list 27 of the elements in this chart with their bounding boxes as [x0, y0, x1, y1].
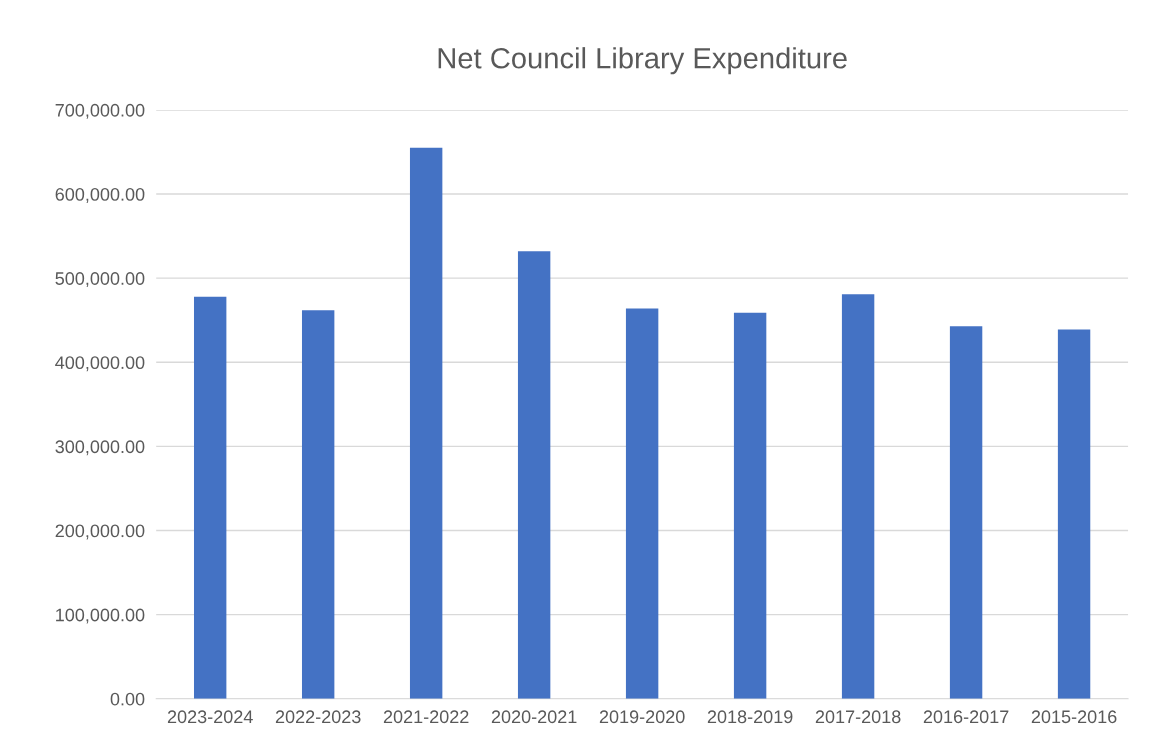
y-tick-label: 400,000.00 [55, 356, 145, 372]
y-tick-label: 100,000.00 [56, 608, 145, 624]
bar [733, 312, 767, 699]
x-tick-label: 2023-2024 [167, 710, 253, 724]
y-tick-label: 700,000.00 [55, 103, 145, 119]
y-tick-label: 0.00 [110, 692, 145, 706]
x-tick-label: 2020-2021 [491, 710, 577, 724]
bar [1057, 329, 1091, 699]
x-tick-label: 2022-2023 [275, 710, 361, 724]
chart-title: Net Council Library Expenditure [438, 47, 847, 75]
x-tick-label: 2015-2016 [1031, 710, 1117, 724]
bar [841, 294, 875, 699]
x-tick-label: 2019-2020 [599, 710, 685, 724]
bar [301, 310, 335, 699]
y-tick-label: 500,000.00 [55, 272, 145, 288]
bar [625, 308, 659, 699]
bar [409, 147, 443, 699]
bar [193, 296, 227, 699]
y-tick-label: 300,000.00 [55, 440, 145, 456]
bar [949, 326, 983, 699]
x-tick-label: 2018-2019 [707, 710, 793, 724]
y-tick-label: 600,000.00 [55, 187, 145, 203]
x-tick-label: 2017-2018 [815, 710, 901, 724]
x-tick-label: 2021-2022 [383, 710, 469, 724]
y-tick-label: 200,000.00 [55, 524, 145, 540]
bar [517, 251, 551, 699]
x-tick-label: 2016-2017 [923, 710, 1009, 724]
